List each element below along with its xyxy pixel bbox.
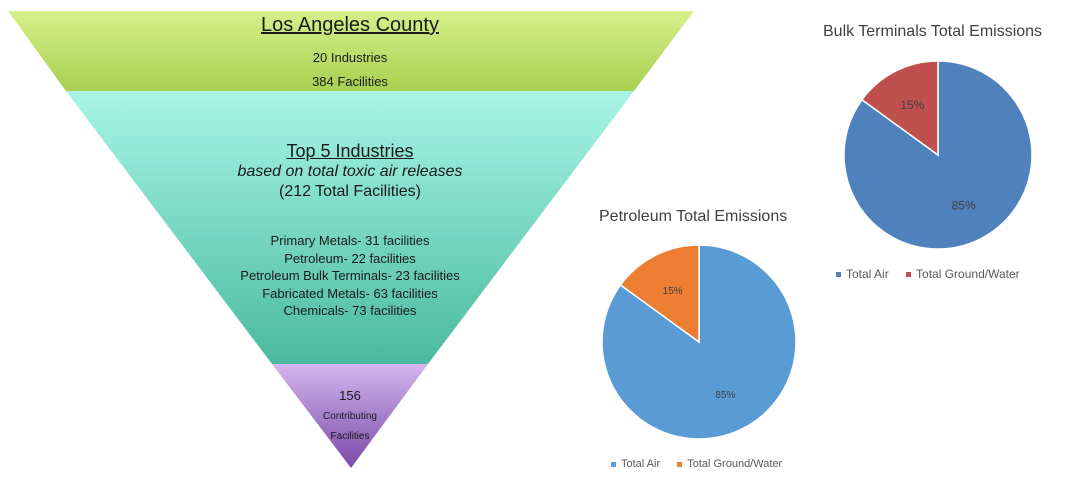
legend-swatch xyxy=(677,461,683,467)
petroleum-pie-chart: 85% 15% xyxy=(601,244,797,440)
industries-count: 20 Industries xyxy=(312,50,388,65)
list-item: Petroleum- 22 facilities xyxy=(284,250,416,266)
list-item: Chemicals- 73 facilities xyxy=(283,303,417,318)
legend-label: Total Ground/Water xyxy=(916,267,1020,281)
legend-swatch xyxy=(906,272,912,278)
legend-item-total-ground-water: Total Ground/Water xyxy=(906,267,1020,281)
legend-item-total-air: Total Air xyxy=(836,267,889,281)
legend-label: Total Air xyxy=(846,267,889,281)
legend-item-total-air: Total Air xyxy=(611,458,660,470)
bulk-chart-title: Bulk Terminals Total Emissions xyxy=(823,23,1043,40)
bulk-pie-chart: 85% 15% xyxy=(843,60,1033,250)
total-facilities: (212 Total Facilities) xyxy=(279,183,421,200)
data-label-total-ground-water: 15% xyxy=(900,98,924,112)
funnel-diagram xyxy=(8,11,694,468)
funnel-top-segment xyxy=(8,11,694,91)
legend-label: Total Air xyxy=(621,458,661,470)
data-label-total-ground-water: 15% xyxy=(663,286,683,297)
list-item: Primary Metals- 31 facilities xyxy=(270,233,430,248)
industry-list: Primary Metals- 31 facilities Petroleum-… xyxy=(150,232,550,320)
petroleum-legend: Total Air Total Ground/Water xyxy=(611,458,796,470)
list-item: Fabricated Metals- 63 facilities xyxy=(262,285,438,301)
top-industries-title: Top 5 Industries xyxy=(286,141,414,161)
pie-slice-total-ground-water xyxy=(619,244,700,344)
facilities-count: 384 Facilities xyxy=(312,74,388,89)
funnel-middle-segment xyxy=(66,91,634,364)
county-title: Los Angeles County xyxy=(261,14,439,36)
legend-swatch xyxy=(611,461,616,467)
funnel-bottom-segment xyxy=(272,364,428,468)
legend-swatch xyxy=(836,272,841,278)
top-industries-subtitle: based on total toxic air releases xyxy=(237,163,463,180)
data-label-total-air: 85% xyxy=(952,198,976,212)
legend-label: Total Ground/Water xyxy=(687,458,783,470)
contributing-label: Contributing xyxy=(323,411,377,422)
list-item: Petroleum Bulk Terminals- 23 facilities xyxy=(240,268,460,283)
contributing-count: 156 xyxy=(339,388,361,403)
facilities-label: Facilities xyxy=(330,431,370,442)
petroleum-chart-title: Petroleum Total Emissions xyxy=(599,208,788,225)
legend-item-total-ground-water: Total Ground/Water xyxy=(677,458,782,470)
pie-slice-total-ground-water xyxy=(860,60,939,157)
data-label-total-air: 85% xyxy=(715,390,735,401)
bulk-legend: Total Air Total Ground/Water xyxy=(836,267,1034,281)
